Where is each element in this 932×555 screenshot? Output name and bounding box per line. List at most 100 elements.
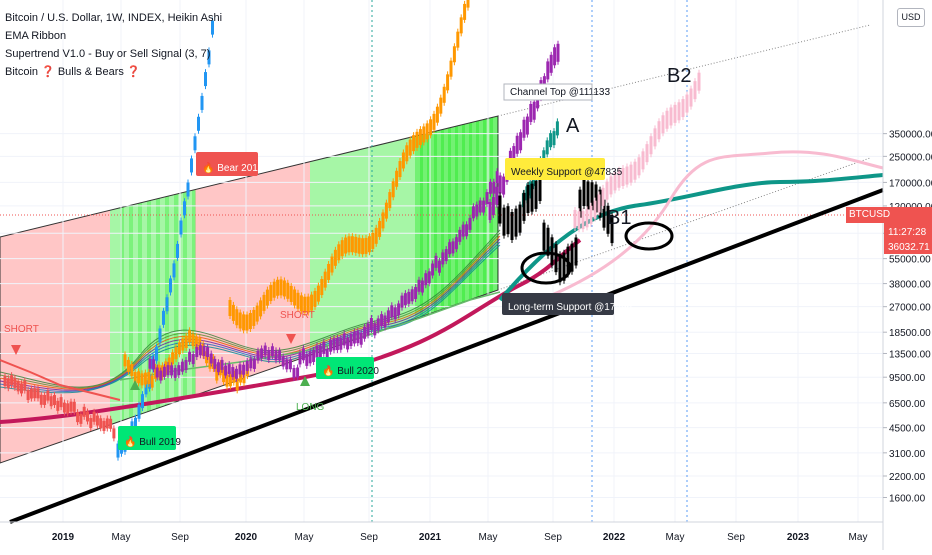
candle-bear <box>109 418 113 429</box>
candle-bear <box>26 390 30 401</box>
candle-black <box>498 195 502 224</box>
ribbon-line-0 <box>0 229 501 388</box>
zone-stripe <box>469 116 472 463</box>
candle-purple2 <box>414 287 418 300</box>
candle-teal <box>542 150 546 165</box>
candle-orange2 <box>231 304 235 321</box>
candle-bear <box>112 428 116 439</box>
candle-purple2 <box>332 338 336 351</box>
candle-pink <box>593 200 597 219</box>
candle-purple <box>231 367 235 378</box>
candle-pink <box>677 102 681 121</box>
candle-orange2 <box>296 292 300 309</box>
time-tick-label: May <box>666 532 685 543</box>
candle-bear <box>105 418 109 429</box>
zone-stripe <box>434 116 437 463</box>
candle-orange <box>167 357 171 370</box>
label-a: A <box>566 115 580 137</box>
second-price-label: 36032.71 <box>888 242 930 253</box>
candle-purple3 <box>549 54 553 73</box>
candle-pink <box>669 107 673 126</box>
candle-bear <box>89 418 93 429</box>
candle-orange <box>188 330 192 343</box>
candle-orange <box>198 338 202 351</box>
candle-bear <box>43 394 47 405</box>
candle-pink <box>689 88 693 107</box>
candle-purple <box>173 367 177 378</box>
price-tick-label: 55000.00 <box>889 255 931 266</box>
candle-purple2 <box>352 331 356 344</box>
candle-bear <box>36 388 40 399</box>
time-tick-label: Sep <box>544 532 562 543</box>
candle-purple <box>245 360 249 371</box>
candle-blue <box>165 297 169 312</box>
candle-orange2 <box>316 285 320 302</box>
candle-purple2 <box>318 345 322 358</box>
candle-purple2 <box>478 200 482 213</box>
candle-bear <box>76 412 80 423</box>
candle-orange2 <box>425 123 429 140</box>
candle-orange2 <box>398 161 402 178</box>
candle-blue <box>176 243 179 258</box>
candle-orange <box>143 372 147 385</box>
candle-pink <box>581 211 585 230</box>
candle-purple2 <box>431 263 435 276</box>
candle-orange2 <box>306 296 310 313</box>
candle-orange <box>160 365 164 378</box>
price-tick-label: 6500.00 <box>889 399 926 410</box>
candle-orange2 <box>391 181 395 198</box>
candle-blue <box>207 50 211 65</box>
candle-purple3 <box>512 146 516 165</box>
candle-purple2 <box>451 241 455 254</box>
candle-purple <box>155 367 159 378</box>
candle-purple <box>159 370 163 381</box>
time-tick-label: Sep <box>171 532 189 543</box>
candle-orange2 <box>286 282 290 299</box>
candle-purple <box>242 364 246 375</box>
price-tick-label: 3100.00 <box>889 449 926 460</box>
ribbon-line-5 <box>0 244 501 394</box>
candle-orange <box>215 368 219 381</box>
candle-pink <box>577 211 581 230</box>
currency-button[interactable]: USD <box>897 8 925 27</box>
candle-purple2 <box>461 224 465 237</box>
legend-bulls-bears: Bitcoin ❓ Bulls & Bears ❓ <box>5 66 141 78</box>
candle-purple3 <box>556 43 560 62</box>
candle-orange2 <box>439 97 443 114</box>
candle-purple2 <box>492 181 496 194</box>
candle-orange2 <box>401 152 405 169</box>
channel-top-label-box <box>504 84 592 100</box>
bear-2019-label-box <box>196 152 258 176</box>
candle-pink <box>681 99 685 118</box>
candle-orange2 <box>388 192 392 209</box>
candle-teal <box>545 140 549 155</box>
candle-purple2 <box>363 326 367 339</box>
candle-pink <box>633 161 637 180</box>
candle-purple3 <box>525 116 529 135</box>
candle-purple2 <box>359 332 363 345</box>
legend-ema-ribbon: EMA Ribbon <box>5 30 67 42</box>
candle-orange2 <box>418 129 422 146</box>
candle-orange2 <box>412 135 416 152</box>
candle-purple <box>152 359 156 370</box>
candle-purple3 <box>522 119 526 138</box>
candle-purple <box>270 346 274 357</box>
zone-stripe <box>483 116 486 463</box>
zone-stripe <box>490 116 493 463</box>
ellipse-support-1 <box>520 251 572 285</box>
candle-purple <box>191 354 195 365</box>
candle-bear <box>3 376 7 387</box>
candle-orange <box>184 335 188 348</box>
candle-purple3 <box>495 186 499 205</box>
candle-orange2 <box>374 227 378 244</box>
longterm-support-label-box <box>502 293 614 315</box>
candle-purple <box>170 365 174 376</box>
candle-bear <box>66 403 70 414</box>
candle-purple2 <box>454 237 458 250</box>
time-tick-label: May <box>479 532 498 543</box>
candle-purple2 <box>485 192 489 205</box>
candle-purple <box>278 350 282 361</box>
candle-purple <box>274 350 278 361</box>
